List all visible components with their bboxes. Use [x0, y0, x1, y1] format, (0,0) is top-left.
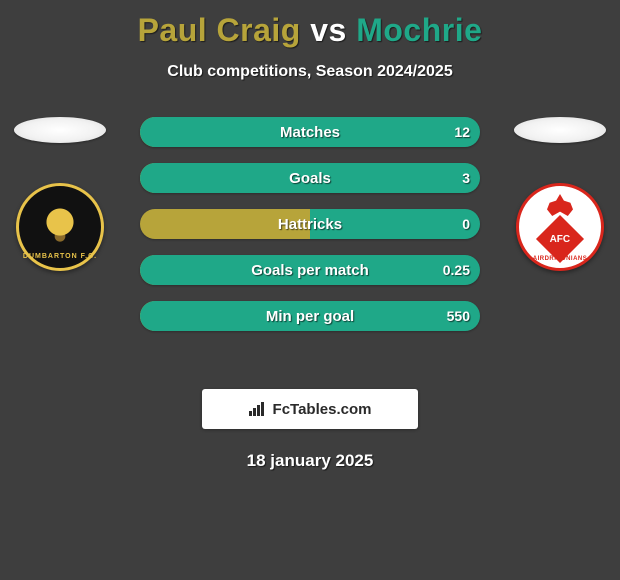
- page-title: Paul Craig vs Mochrie: [0, 0, 620, 49]
- stat-bar-right: 0.25: [140, 255, 480, 285]
- right-club-ring-text: AIRDRIEONIANS: [519, 256, 601, 262]
- right-club-diamond-text: AFC: [550, 234, 571, 245]
- player1-name: Paul Craig: [138, 12, 301, 48]
- subtitle: Club competitions, Season 2024/2025: [0, 63, 620, 81]
- left-avatar-placeholder: [14, 117, 106, 143]
- left-player-slot: DUMBARTON F.C.: [10, 117, 110, 271]
- stat-bar-row: 0Hattricks: [140, 209, 480, 239]
- stat-right-value: 0.25: [443, 262, 470, 278]
- stat-bar-row: 0.25Goals per match: [140, 255, 480, 285]
- stat-bar-right: 12: [140, 117, 480, 147]
- stat-right-value: 550: [447, 308, 470, 324]
- right-avatar-placeholder: [514, 117, 606, 143]
- comparison-arena: DUMBARTON F.C. AFC AIRDRIEONIANS 12Match…: [0, 117, 620, 367]
- stat-bar-right: 550: [140, 301, 480, 331]
- stat-right-value: 12: [454, 124, 470, 140]
- stat-bar-right: 3: [140, 163, 480, 193]
- stat-right-value: 3: [462, 170, 470, 186]
- brand-label: FcTables.com: [273, 401, 372, 418]
- stat-bar-row: 3Goals: [140, 163, 480, 193]
- stat-bar-left: [140, 209, 310, 239]
- stat-bars: 12Matches 3Goals 0Hattricks 0.25Goals per m…: [140, 117, 480, 347]
- stat-bar-right: 0: [310, 209, 480, 239]
- stat-bar-row: 12Matches: [140, 117, 480, 147]
- player2-name: Mochrie: [356, 12, 482, 48]
- footer-date: 18 january 2025: [0, 451, 620, 471]
- stat-right-value: 0: [462, 216, 470, 232]
- right-player-slot: AFC AIRDRIEONIANS: [510, 117, 610, 271]
- brand-box: FcTables.com: [202, 389, 418, 429]
- stat-bar-row: 550Min per goal: [140, 301, 480, 331]
- vs-label: vs: [310, 12, 347, 48]
- brand-chart-icon: [249, 402, 267, 416]
- left-club-badge: DUMBARTON F.C.: [16, 183, 104, 271]
- right-club-badge: AFC AIRDRIEONIANS: [516, 183, 604, 271]
- left-club-ring-text: DUMBARTON F.C.: [19, 253, 101, 260]
